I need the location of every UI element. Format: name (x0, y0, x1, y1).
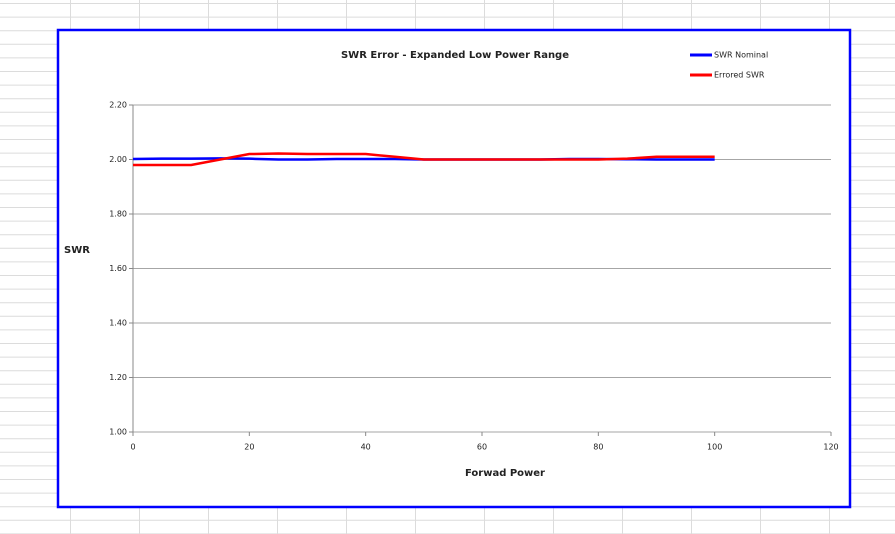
legend-label: SWR Nominal (714, 51, 768, 60)
x-tick-label: 80 (593, 443, 603, 452)
chart-title: SWR Error - Expanded Low Power Range (341, 50, 569, 61)
series-line (133, 152, 715, 167)
y-tick-label: 2.20 (109, 101, 127, 110)
y-tick-label: 1.80 (109, 210, 127, 219)
x-axis-label: Forwad Power (465, 468, 545, 479)
legend-label: Errored SWR (714, 71, 765, 80)
y-tick-label: 1.20 (109, 373, 127, 382)
x-tick-label: 20 (244, 443, 254, 452)
x-tick-label: 120 (823, 443, 838, 452)
x-tick-label: 40 (361, 443, 371, 452)
x-tick-label: 0 (130, 443, 135, 452)
y-axis-label: SWR (64, 245, 90, 256)
y-tick-label: 2.00 (109, 155, 127, 164)
x-tick-label: 60 (477, 443, 487, 452)
x-tick-label: 100 (707, 443, 722, 452)
y-tick-label: 1.60 (109, 264, 127, 273)
y-tick-label: 1.40 (109, 319, 127, 328)
y-tick-label: 1.00 (109, 428, 127, 437)
